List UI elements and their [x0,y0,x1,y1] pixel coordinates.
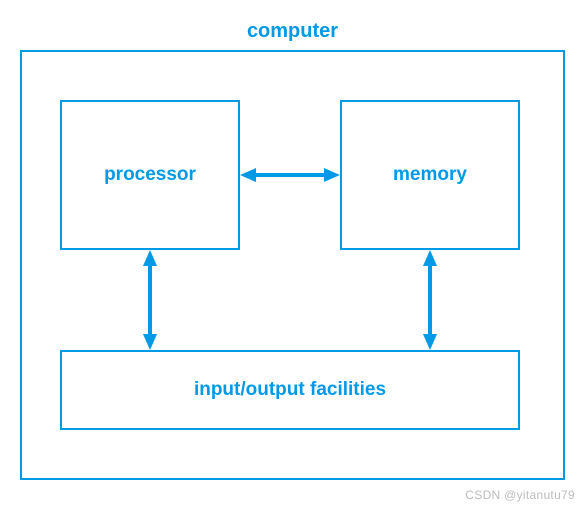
diagram-canvas: computer processor memory input/output f… [0,0,585,510]
memory-node: memory [340,100,520,250]
watermark-text: CSDN @yitanutu79 [465,488,575,502]
arrow-memory-io [423,250,437,350]
io-node: input/output facilities [60,350,520,430]
arrow-processor-io [143,250,157,350]
processor-node: processor [60,100,240,250]
diagram-title: computer [0,20,585,43]
processor-label: processor [104,164,196,186]
arrow-processor-memory [240,168,340,182]
io-label: input/output facilities [194,379,386,401]
memory-label: memory [393,164,467,186]
